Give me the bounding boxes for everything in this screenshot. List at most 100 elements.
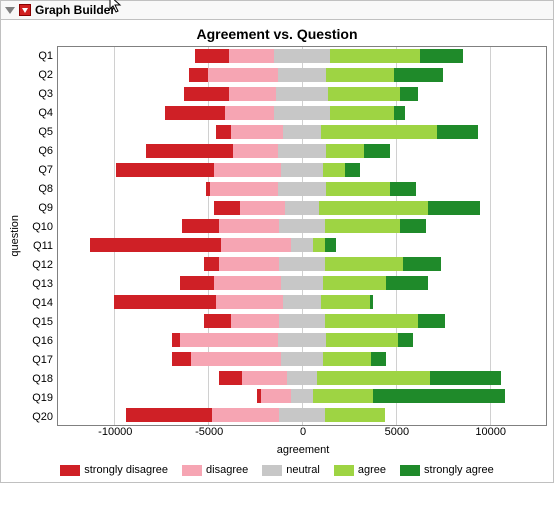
plot-region[interactable]: [57, 46, 547, 426]
seg-agree[interactable]: [321, 125, 437, 139]
seg-neutral[interactable]: [291, 238, 314, 252]
seg-neutral[interactable]: [283, 295, 321, 309]
seg-neutral[interactable]: [274, 106, 330, 120]
seg-neutral[interactable]: [278, 68, 327, 82]
seg-agree[interactable]: [317, 371, 430, 385]
seg-strongly-disagree[interactable]: [126, 408, 212, 422]
seg-disagree[interactable]: [231, 125, 284, 139]
seg-strongly-disagree[interactable]: [214, 201, 240, 215]
seg-strongly-agree[interactable]: [325, 238, 336, 252]
legend-item-neutral[interactable]: neutral: [262, 464, 320, 476]
seg-agree[interactable]: [325, 314, 419, 328]
seg-strongly-disagree[interactable]: [180, 276, 214, 290]
seg-strongly-agree[interactable]: [386, 276, 427, 290]
seg-strongly-disagree[interactable]: [204, 257, 219, 271]
seg-agree[interactable]: [319, 201, 428, 215]
seg-disagree[interactable]: [231, 314, 280, 328]
legend-item-strongly-agree[interactable]: strongly agree: [400, 464, 494, 476]
seg-neutral[interactable]: [279, 219, 324, 233]
seg-strongly-agree[interactable]: [364, 144, 390, 158]
seg-neutral[interactable]: [274, 49, 330, 63]
seg-disagree[interactable]: [212, 408, 280, 422]
seg-neutral[interactable]: [279, 408, 324, 422]
seg-neutral[interactable]: [287, 371, 317, 385]
seg-strongly-disagree[interactable]: [184, 87, 229, 101]
seg-disagree[interactable]: [180, 333, 278, 347]
seg-neutral[interactable]: [281, 352, 322, 366]
seg-strongly-agree[interactable]: [400, 87, 419, 101]
seg-agree[interactable]: [323, 276, 387, 290]
seg-strongly-disagree[interactable]: [114, 295, 215, 309]
seg-strongly-disagree[interactable]: [172, 352, 191, 366]
seg-strongly-agree[interactable]: [400, 219, 426, 233]
seg-disagree[interactable]: [208, 68, 277, 82]
seg-agree[interactable]: [330, 49, 420, 63]
seg-neutral[interactable]: [279, 314, 324, 328]
seg-strongly-disagree[interactable]: [116, 163, 214, 177]
seg-strongly-agree[interactable]: [403, 257, 441, 271]
seg-disagree[interactable]: [191, 352, 281, 366]
seg-agree[interactable]: [323, 163, 346, 177]
seg-agree[interactable]: [313, 238, 324, 252]
seg-disagree[interactable]: [214, 163, 282, 177]
seg-neutral[interactable]: [281, 276, 322, 290]
seg-strongly-disagree[interactable]: [216, 125, 231, 139]
seg-agree[interactable]: [313, 389, 373, 403]
seg-strongly-agree[interactable]: [345, 163, 360, 177]
seg-strongly-agree[interactable]: [373, 389, 504, 403]
seg-strongly-disagree[interactable]: [172, 333, 180, 347]
legend-item-strongly-disagree[interactable]: strongly disagree: [60, 464, 168, 476]
seg-disagree[interactable]: [242, 371, 287, 385]
seg-strongly-agree[interactable]: [420, 49, 463, 63]
seg-strongly-disagree[interactable]: [165, 106, 225, 120]
seg-strongly-agree[interactable]: [394, 106, 405, 120]
seg-strongly-agree[interactable]: [418, 314, 444, 328]
seg-strongly-agree[interactable]: [394, 68, 443, 82]
seg-disagree[interactable]: [210, 182, 278, 196]
seg-strongly-disagree[interactable]: [146, 144, 232, 158]
seg-strongly-disagree[interactable]: [90, 238, 221, 252]
seg-disagree[interactable]: [225, 106, 274, 120]
seg-agree[interactable]: [325, 257, 404, 271]
seg-strongly-disagree[interactable]: [219, 371, 242, 385]
seg-neutral[interactable]: [279, 257, 324, 271]
seg-disagree[interactable]: [219, 219, 279, 233]
seg-agree[interactable]: [326, 144, 364, 158]
seg-disagree[interactable]: [216, 295, 284, 309]
seg-strongly-agree[interactable]: [371, 352, 386, 366]
seg-strongly-agree[interactable]: [428, 201, 481, 215]
seg-agree[interactable]: [321, 295, 370, 309]
seg-neutral[interactable]: [278, 144, 327, 158]
seg-strongly-disagree[interactable]: [189, 68, 208, 82]
menu-dropdown-button[interactable]: [19, 4, 31, 16]
seg-agree[interactable]: [326, 333, 397, 347]
seg-neutral[interactable]: [291, 389, 314, 403]
seg-disagree[interactable]: [229, 49, 274, 63]
seg-strongly-agree[interactable]: [437, 125, 478, 139]
seg-neutral[interactable]: [276, 87, 329, 101]
disclosure-triangle-icon[interactable]: [5, 7, 15, 14]
seg-agree[interactable]: [328, 87, 399, 101]
seg-disagree[interactable]: [229, 87, 276, 101]
seg-disagree[interactable]: [221, 238, 290, 252]
seg-strongly-disagree[interactable]: [182, 219, 220, 233]
legend-item-disagree[interactable]: disagree: [182, 464, 248, 476]
seg-disagree[interactable]: [240, 201, 285, 215]
legend-item-agree[interactable]: agree: [334, 464, 386, 476]
seg-agree[interactable]: [325, 408, 385, 422]
seg-strongly-agree[interactable]: [390, 182, 416, 196]
seg-disagree[interactable]: [261, 389, 291, 403]
seg-neutral[interactable]: [278, 182, 327, 196]
seg-agree[interactable]: [330, 106, 394, 120]
seg-disagree[interactable]: [233, 144, 278, 158]
seg-disagree[interactable]: [214, 276, 282, 290]
seg-strongly-agree[interactable]: [398, 333, 413, 347]
seg-disagree[interactable]: [219, 257, 279, 271]
seg-agree[interactable]: [323, 352, 372, 366]
seg-neutral[interactable]: [281, 163, 322, 177]
seg-agree[interactable]: [325, 219, 400, 233]
seg-strongly-agree[interactable]: [370, 295, 374, 309]
seg-agree[interactable]: [326, 182, 390, 196]
seg-neutral[interactable]: [278, 333, 327, 347]
seg-neutral[interactable]: [283, 125, 321, 139]
